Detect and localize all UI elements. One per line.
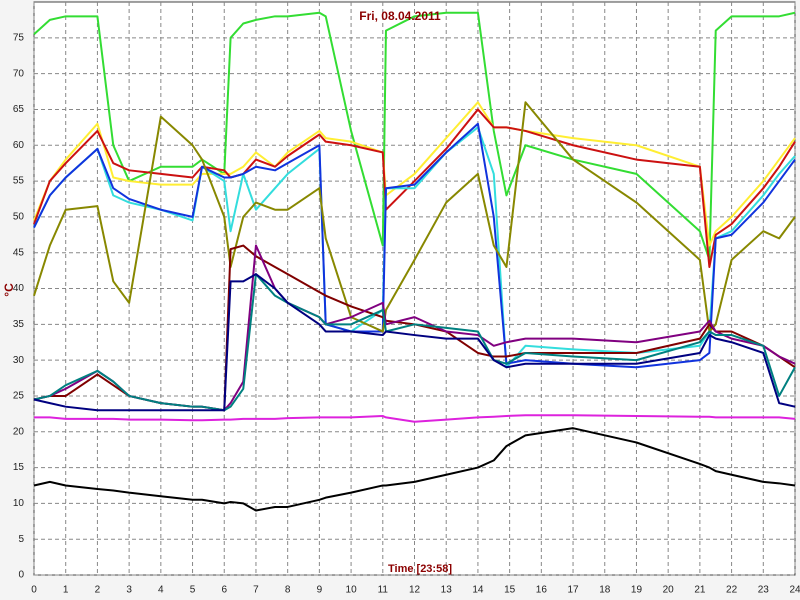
y-tick-label: 15 <box>13 462 25 473</box>
series-line <box>33 273 796 412</box>
x-tick-label: 13 <box>441 585 453 596</box>
x-tick-label: 19 <box>631 585 643 596</box>
x-tick-label: 5 <box>190 585 196 596</box>
grid <box>33 2 796 576</box>
x-tick-label: 9 <box>317 585 323 596</box>
x-tick-label: 0 <box>31 585 37 596</box>
y-tick-label: 75 <box>13 32 25 43</box>
series-line <box>33 11 796 261</box>
x-axis-label: Time [23:58] <box>388 563 452 575</box>
series-line <box>33 273 796 412</box>
x-tick-label: 3 <box>126 585 132 596</box>
x-tick-label: 6 <box>221 585 227 596</box>
x-tick-label: 18 <box>599 585 611 596</box>
chart-title: Fri, 08.04.2011 <box>359 9 441 23</box>
x-tick-label: 7 <box>253 585 259 596</box>
lines <box>33 11 796 512</box>
x-tick-label: 2 <box>95 585 101 596</box>
x-tick-label: 17 <box>567 585 579 596</box>
y-tick-label: 35 <box>13 319 25 330</box>
x-tick-label: 24 <box>789 585 800 596</box>
y-tick-label: 25 <box>13 391 25 402</box>
y-tick-label: 70 <box>13 68 25 79</box>
series-line <box>33 427 796 512</box>
x-tick-label: 20 <box>663 585 675 596</box>
x-tick-label: 8 <box>285 585 291 596</box>
x-tick-label: 10 <box>346 585 358 596</box>
y-tick-label: 55 <box>13 176 25 187</box>
y-tick-label: 60 <box>13 140 25 151</box>
x-tick-label: 4 <box>158 585 164 596</box>
x-tick-label: 15 <box>504 585 516 596</box>
y-tick-label: 65 <box>13 104 25 115</box>
x-tick-label: 11 <box>378 585 389 596</box>
y-tick-label: 40 <box>13 283 25 294</box>
series-line <box>34 414 796 423</box>
x-tick-label: 23 <box>758 585 770 596</box>
y-tick-label: 5 <box>18 534 24 545</box>
y-tick-label: 45 <box>13 247 25 258</box>
x-tick-label: 21 <box>694 585 706 596</box>
y-tick-label: 30 <box>13 355 25 366</box>
x-tick-label: 12 <box>409 585 421 596</box>
x-tick-label: 1 <box>63 585 69 596</box>
x-tick-label: 16 <box>536 585 548 596</box>
x-tick-label: 22 <box>726 585 738 596</box>
x-tick-label: 14 <box>472 585 484 596</box>
y-tick-label: 10 <box>13 498 25 509</box>
y-tick-label: 20 <box>13 426 25 437</box>
y-axis-label: °C <box>2 283 16 297</box>
y-tick-label: 0 <box>18 570 24 581</box>
y-tick-label: 50 <box>13 212 25 223</box>
series-line <box>33 108 796 269</box>
